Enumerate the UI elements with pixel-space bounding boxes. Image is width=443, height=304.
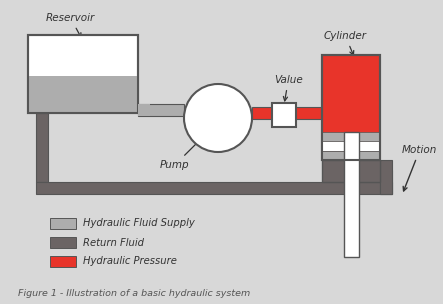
Bar — [50, 237, 76, 248]
Bar — [272, 103, 296, 127]
Text: Cylinder: Cylinder — [324, 31, 367, 55]
Bar — [36, 182, 392, 194]
Text: Pump: Pump — [160, 139, 201, 170]
Bar — [28, 35, 138, 113]
Bar — [344, 132, 359, 257]
Bar — [50, 256, 76, 267]
Text: Motion: Motion — [402, 145, 437, 191]
Circle shape — [184, 84, 252, 152]
Text: Hydraulic Pressure: Hydraulic Pressure — [83, 257, 177, 267]
Text: Reservoir: Reservoir — [46, 13, 95, 37]
Bar — [380, 160, 392, 194]
Bar — [252, 107, 322, 119]
Text: Value: Value — [274, 75, 303, 101]
Bar — [138, 104, 150, 116]
Text: Hydraulic Fluid Supply: Hydraulic Fluid Supply — [83, 219, 195, 229]
Bar — [322, 141, 380, 151]
Bar — [322, 151, 380, 160]
Bar — [322, 132, 380, 141]
Bar — [322, 55, 380, 160]
Text: Return Fluid: Return Fluid — [83, 237, 144, 247]
Bar — [36, 113, 48, 182]
Bar — [322, 160, 380, 182]
Bar — [322, 55, 380, 160]
Bar — [50, 218, 76, 229]
Bar — [28, 35, 138, 113]
Text: Figure 1 - Illustration of a basic hydraulic system: Figure 1 - Illustration of a basic hydra… — [18, 289, 250, 298]
Bar — [380, 170, 392, 194]
Bar — [138, 104, 184, 116]
Bar — [28, 76, 138, 113]
